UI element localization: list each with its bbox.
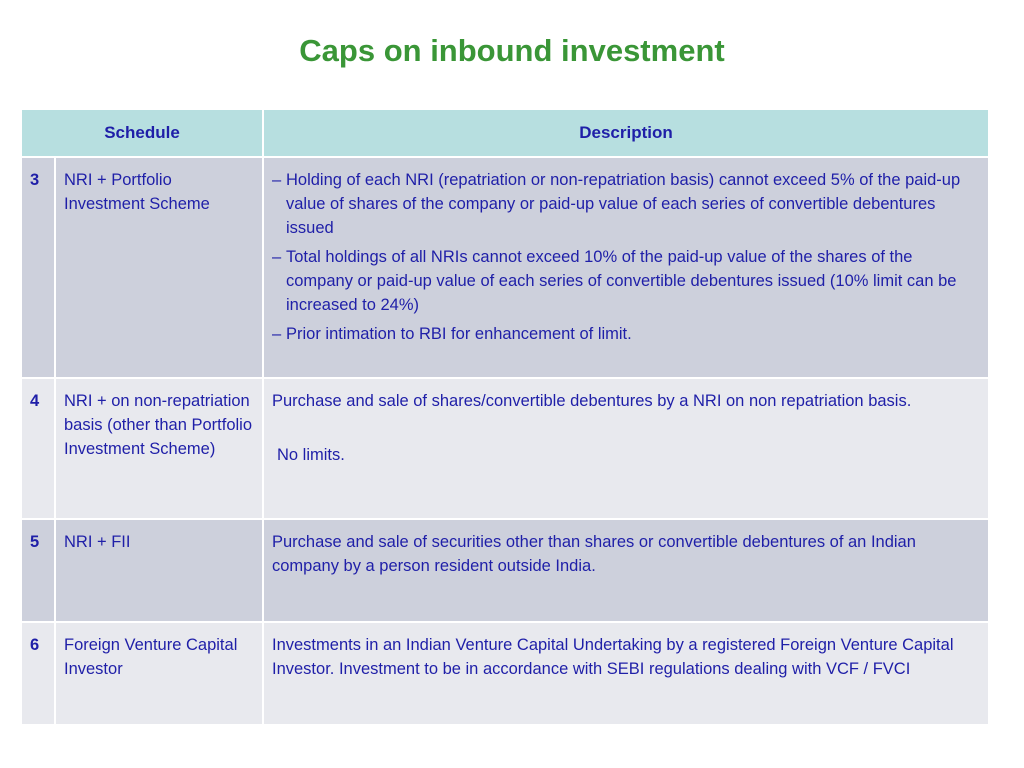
list-item: – Prior intimation to RBI for enhancement… <box>272 322 980 346</box>
table-header-row: Schedule Description <box>20 108 990 158</box>
list-item-text: Total holdings of all NRIs cannot exceed… <box>286 248 957 314</box>
caps-table: Schedule Description 3 NRI + Portfolio I… <box>20 108 990 726</box>
dash-bullet: – <box>272 325 282 343</box>
table-row: 5 NRI + FII Purchase and sale of securit… <box>20 518 990 623</box>
row-number: 3 <box>20 156 56 379</box>
table-row: 6 Foreign Venture Capital Investor Inves… <box>20 621 990 726</box>
description-cell: – Holding of each NRI (repatriation or no… <box>262 156 990 379</box>
description-cell: Purchase and sale of securities other th… <box>262 518 990 623</box>
table-row: 4 NRI + on non-repatriation basis (other… <box>20 377 990 520</box>
list-item: – Holding of each NRI (repatriation or no… <box>272 168 980 240</box>
schedule-cell: NRI + on non-repatriation basis (other t… <box>54 377 264 520</box>
schedule-cell: NRI + Portfolio Investment Scheme <box>54 156 264 379</box>
dash-bullet: – <box>272 248 282 266</box>
schedule-cell: Foreign Venture Capital Investor <box>54 621 264 726</box>
row-number: 6 <box>20 621 56 726</box>
page-title: Caps on inbound investment <box>299 33 725 68</box>
schedule-header: Schedule <box>20 108 264 158</box>
description-cell: Purchase and sale of shares/convertible … <box>262 377 990 520</box>
list-item-text: Holding of each NRI (repatriation or non… <box>286 171 961 237</box>
schedule-cell: NRI + FII <box>54 518 264 623</box>
description-cell: Investments in an Indian Venture Capital… <box>262 621 990 726</box>
table-row: 3 NRI + Portfolio Investment Scheme – Hol… <box>20 156 990 379</box>
dash-bullet: – <box>272 171 282 189</box>
row-number: 4 <box>20 377 56 520</box>
description-list: – Holding of each NRI (repatriation or no… <box>272 168 980 346</box>
description-note: No limits. <box>277 446 345 464</box>
description-header: Description <box>262 108 990 158</box>
list-item: – Total holdings of all NRIs cannot excee… <box>272 245 980 317</box>
list-item-text: Prior intimation to RBI for enhancement … <box>286 325 632 343</box>
description-text: Purchase and sale of shares/convertible … <box>272 392 912 410</box>
row-number: 5 <box>20 518 56 623</box>
